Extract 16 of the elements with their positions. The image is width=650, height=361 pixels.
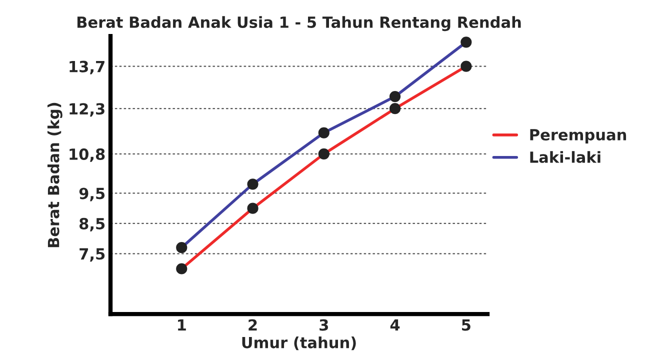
x-tick-label: 1: [178, 319, 186, 331]
x-axis-title: Umur (tahun): [242, 336, 356, 350]
legend-label: Perempuan: [530, 129, 626, 144]
y-tick-label: 8,5: [80, 218, 105, 232]
x-tick-label: 4: [390, 319, 400, 331]
y-tick-label: 12,3: [70, 103, 104, 117]
x-tick-label: 5: [462, 319, 470, 331]
y-axis-title: Berat Badan (kg): [47, 102, 62, 248]
chart-title: Berat Badan Anak Usia 1 - 5 Tahun Rentang Rendah: [77, 16, 521, 32]
x-tick-label: 3: [320, 319, 328, 331]
y-tick-label: 9,5: [79, 188, 105, 202]
legend-label: Laki-laki: [530, 151, 600, 163]
y-tick-label: 13,7: [70, 60, 104, 74]
x-tick-label: 2: [248, 319, 257, 331]
y-tick-label: 7,5: [80, 248, 105, 262]
y-tick-label: 10,8: [70, 148, 105, 162]
